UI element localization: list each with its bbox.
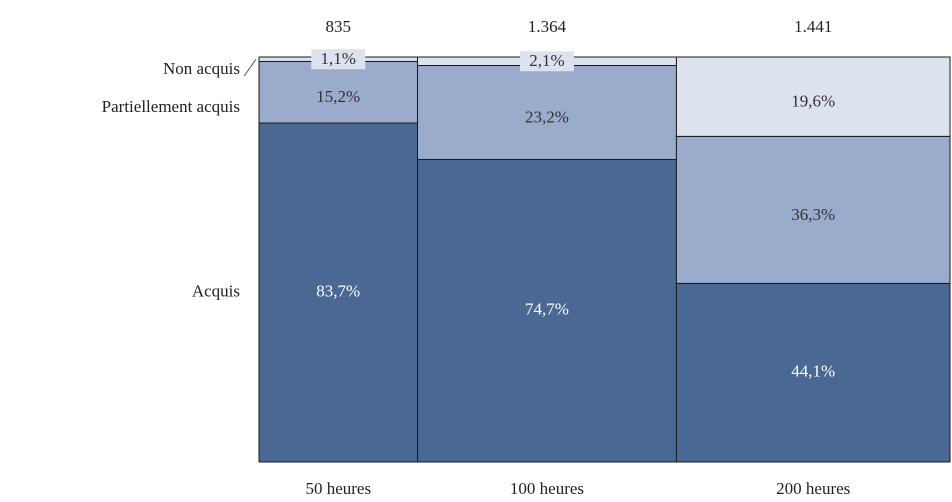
segment-label: 83,7%	[316, 281, 360, 300]
segment-label: 1,1%	[321, 49, 356, 68]
segment	[258, 122, 419, 463]
count-label: 1.364	[528, 17, 567, 36]
segment-label: 44,1%	[791, 362, 835, 381]
x-tick-label: 200 heures	[776, 479, 850, 498]
leader-line	[243, 58, 257, 77]
segment-label: 15,2%	[316, 87, 360, 106]
series-label: Acquis	[192, 281, 240, 300]
x-tick-label: 50 heures	[305, 479, 371, 498]
label-box	[519, 51, 574, 72]
segment-label: 19,6%	[791, 92, 835, 111]
segment-label: 74,7%	[525, 300, 569, 319]
segment-label: 23,2%	[525, 107, 569, 126]
segment	[417, 65, 677, 160]
segment-label: 2,1%	[529, 51, 564, 70]
segment-label: 36,3%	[791, 205, 835, 224]
segment	[675, 135, 951, 284]
series-label: Partiellement acquis	[102, 97, 240, 116]
segment	[258, 60, 419, 124]
segment	[417, 158, 677, 463]
count-label: 835	[326, 17, 352, 36]
count-label: 1.441	[794, 17, 832, 36]
label-box	[311, 49, 366, 70]
segment	[675, 56, 951, 137]
series-label: Non acquis	[163, 59, 240, 78]
segment	[675, 282, 951, 463]
x-tick-label: 100 heures	[510, 479, 584, 498]
